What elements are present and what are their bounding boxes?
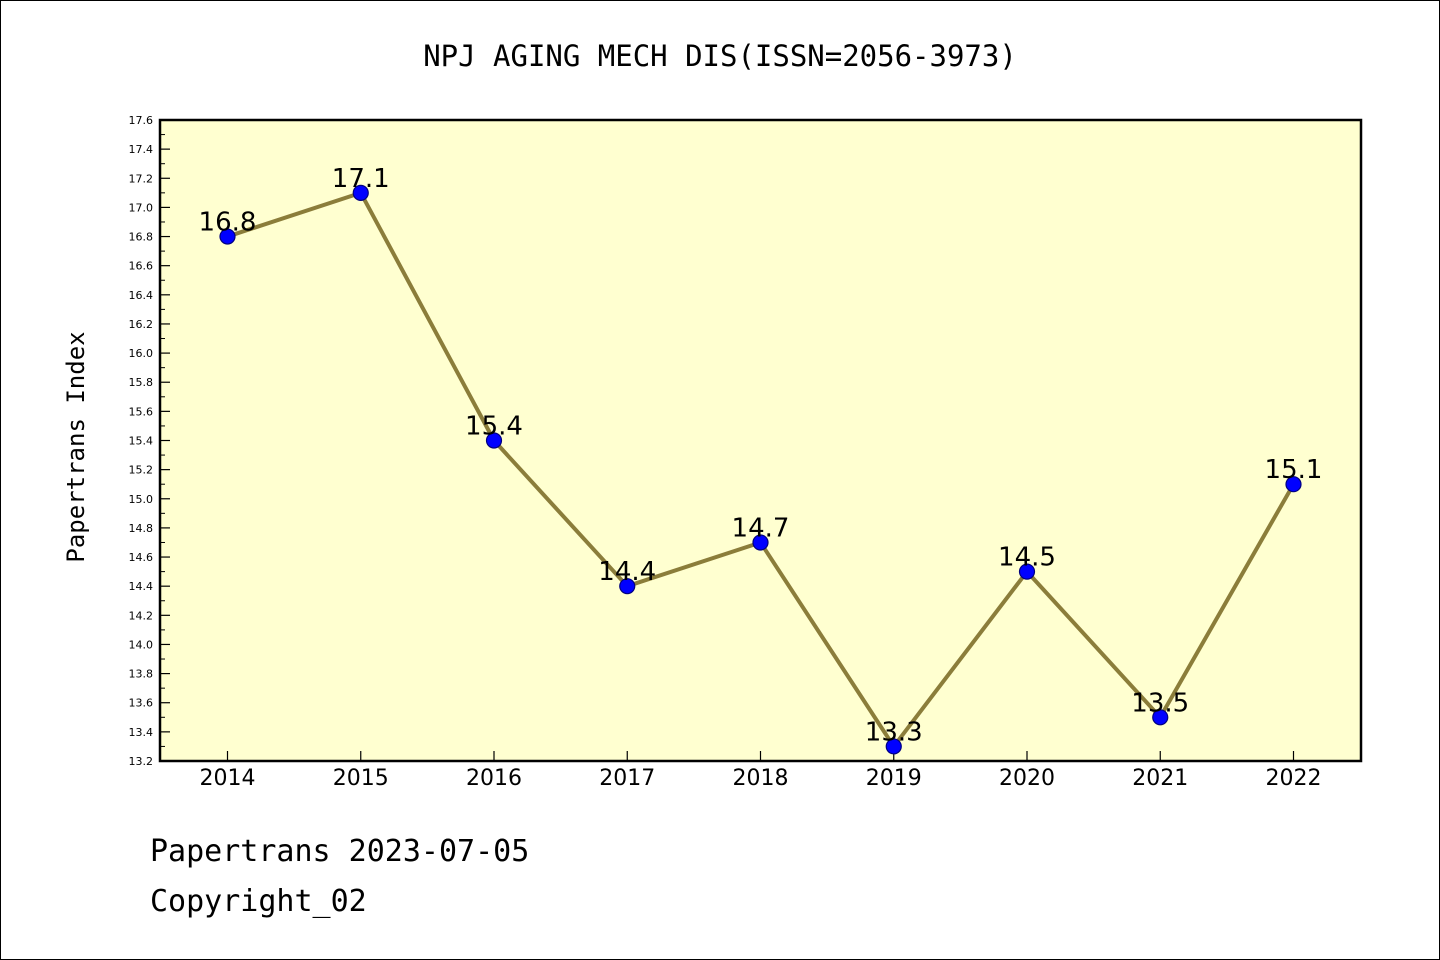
y-tick-label: 14.8 (129, 522, 154, 535)
y-tick-label: 15.0 (129, 493, 154, 506)
x-axis: 2014 2015 2016 2017 2018 2019 2020 2021 2022 (200, 751, 1322, 791)
data-point-2019 (885, 738, 902, 755)
y-tick-label: 16.6 (129, 260, 154, 273)
y-axis-label: Papertrans Index (62, 331, 90, 562)
data-label-2018: 14.7 (732, 513, 790, 543)
y-axis: 13.2 13.4 13.6 13.8 14.0 14.2 14.4 14.6 14.8 15.0… (129, 114, 170, 768)
y-tick-label: 17.4 (129, 143, 154, 156)
x-tick-label: 2020 (999, 766, 1055, 791)
y-tick-label: 16.4 (129, 289, 154, 302)
data-point-2018 (752, 534, 769, 551)
data-labels: 16.8 17.1 15.4 14.4 14.7 13.3 14.5 13.5 15.1 (199, 164, 1323, 748)
y-tick-label: 13.6 (129, 697, 154, 710)
y-tick-label: 13.4 (129, 726, 154, 739)
footer-copyright-text: Copyright_02 (150, 884, 367, 919)
data-point-2014 (219, 228, 236, 245)
y-tick-label: 15.4 (129, 435, 154, 448)
data-label-2016: 15.4 (465, 412, 523, 442)
x-tick-label: 2022 (1266, 766, 1322, 791)
y-tick-label: 14.4 (129, 580, 154, 593)
data-label-2021: 13.5 (1131, 688, 1189, 718)
data-point-2020 (1018, 563, 1036, 580)
y-tick-label: 16.8 (129, 231, 154, 244)
data-points (219, 184, 1302, 755)
x-tick-label: 2019 (866, 766, 922, 791)
footer-date-text: Papertrans 2023-07-05 (150, 834, 530, 869)
data-point-2016 (485, 432, 503, 449)
y-tick-label: 14.0 (129, 638, 154, 651)
data-point-2022 (1285, 476, 1302, 493)
y-tick-label: 15.2 (129, 464, 154, 477)
data-label-2019: 13.3 (865, 717, 923, 747)
x-tick-label: 2021 (1132, 766, 1188, 791)
y-tick-label: 13.8 (129, 668, 154, 681)
x-tick-label: 2014 (200, 766, 256, 791)
x-tick-label: 2016 (466, 766, 522, 791)
y-tick-label: 15.8 (129, 376, 154, 389)
y-tick-label: 16.0 (129, 347, 154, 360)
data-point-2015 (352, 184, 369, 201)
data-point-2021 (1152, 709, 1169, 726)
data-point-2017 (619, 578, 636, 595)
x-tick-label: 2015 (333, 766, 389, 791)
x-tick-label: 2017 (599, 766, 655, 791)
y-tick-label: 14.6 (129, 551, 154, 564)
y-tick-label: 15.6 (129, 405, 154, 418)
data-label-2020: 14.5 (998, 543, 1056, 573)
y-tick-label: 17.6 (129, 114, 154, 127)
data-label-2017: 14.4 (598, 557, 656, 587)
data-label-2014: 16.8 (199, 208, 257, 238)
y-tick-label: 14.2 (129, 609, 154, 622)
data-label-2015: 17.1 (332, 164, 390, 194)
plot-area (158, 118, 1363, 763)
y-tick-label: 16.2 (129, 318, 154, 331)
y-tick-label: 17.0 (129, 201, 154, 214)
y-tick-label: 17.2 (129, 172, 154, 185)
chart-title: NPJ AGING MECH DIS(ISSN=2056-3973) (423, 39, 1017, 73)
x-tick-label: 2018 (733, 766, 789, 791)
y-tick-label: 13.2 (129, 755, 154, 768)
data-label-2022: 15.1 (1265, 455, 1323, 485)
